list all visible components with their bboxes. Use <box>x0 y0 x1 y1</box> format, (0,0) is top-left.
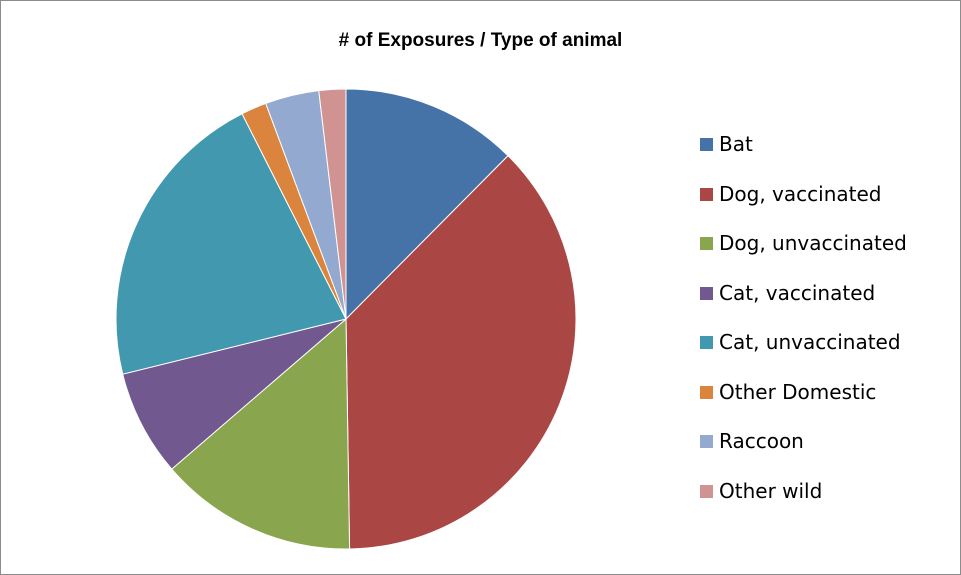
pie-slice-dog-vaccinated <box>345 155 577 550</box>
pie-slice-cat-unvaccinated <box>115 113 347 375</box>
legend-label: Raccoon <box>719 429 804 453</box>
legend-swatch <box>700 138 713 151</box>
legend-label: Other Domestic <box>719 379 877 404</box>
legend-swatch <box>700 286 713 300</box>
legend-label: Cat, vaccinated <box>719 280 876 305</box>
legend-swatch <box>700 187 713 201</box>
legend-label: Dog, vaccinated <box>719 181 882 206</box>
legend-label: Bat <box>719 132 753 156</box>
legend-swatch <box>700 336 713 349</box>
legend-label: Dog, unvaccinated <box>719 231 907 255</box>
chart-title: # of Exposures / Type of animal <box>338 30 623 51</box>
legend-swatch <box>700 435 713 448</box>
pie-slice-bat <box>345 88 509 321</box>
legend-label: Cat, unvaccinated <box>719 330 901 354</box>
pie-slice-cat-vaccinated <box>122 318 347 470</box>
pie-slice-other-wild <box>318 88 347 320</box>
pie-slice-dog-unvaccinated <box>171 317 351 550</box>
legend-swatch <box>700 484 713 498</box>
legend-swatch <box>700 385 713 399</box>
legend-label: Other wild <box>719 478 823 503</box>
legend-swatch <box>700 237 713 250</box>
